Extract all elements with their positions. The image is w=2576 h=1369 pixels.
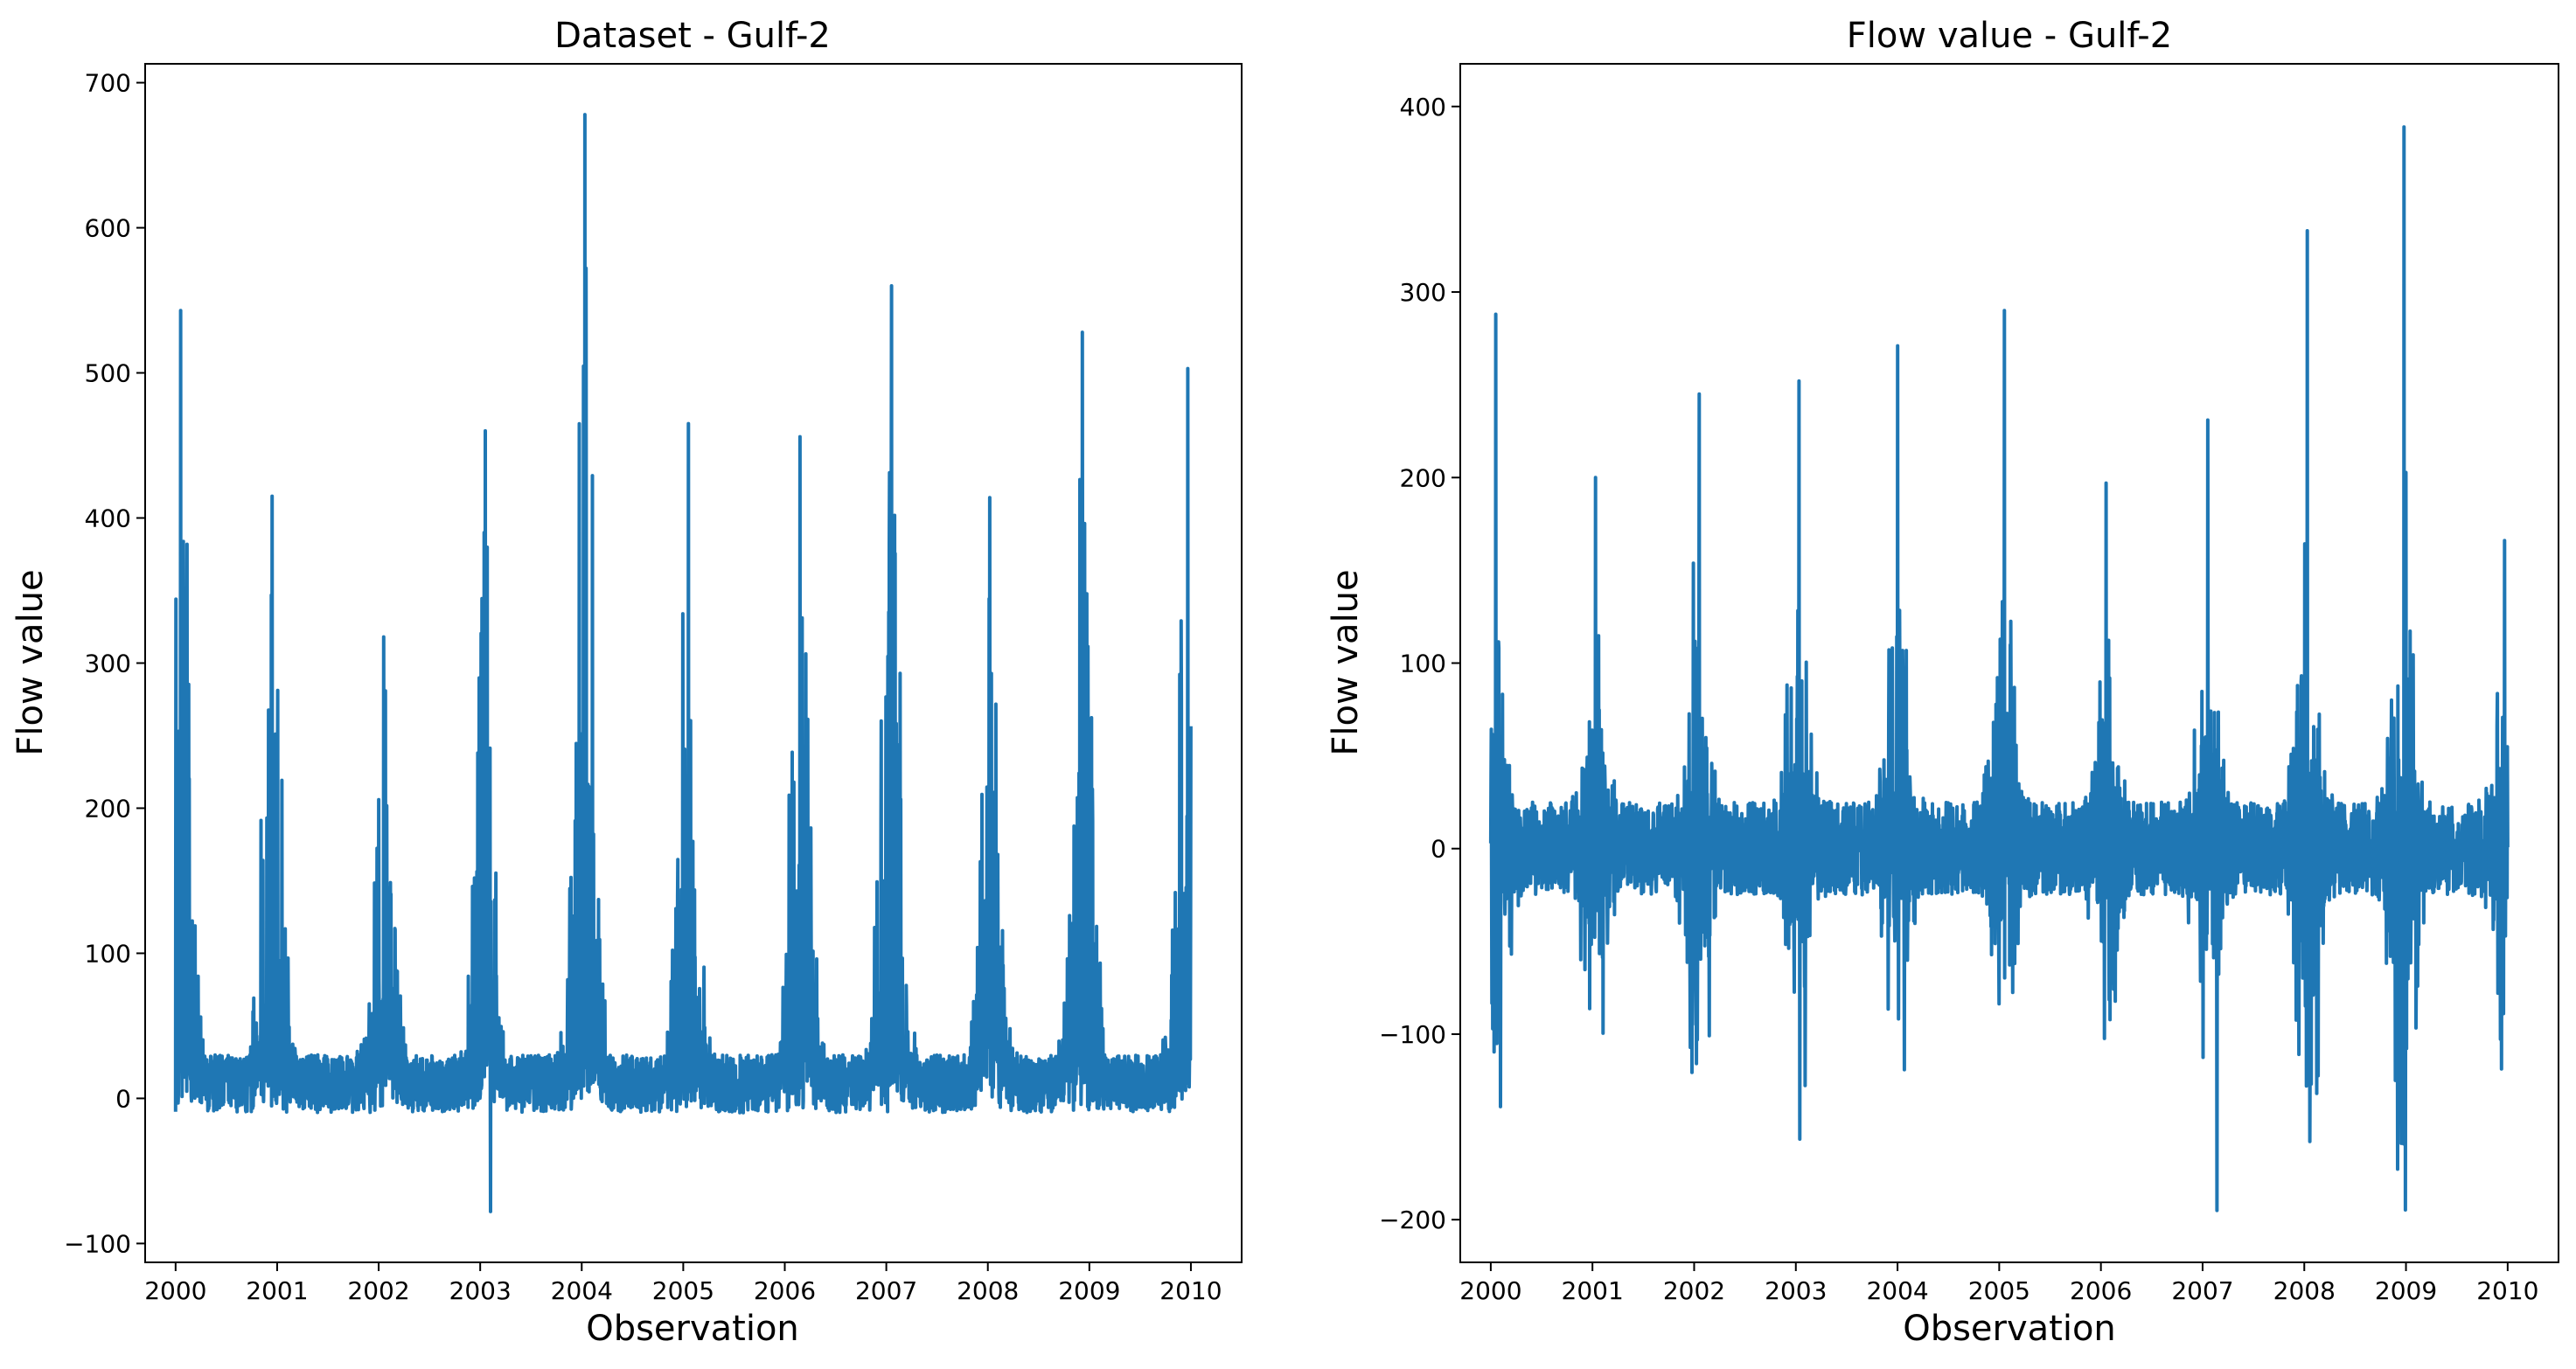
- y-tick-label: −100: [64, 1229, 131, 1258]
- x-tick-label: 2006: [2070, 1276, 2132, 1305]
- x-tick-label: 2004: [551, 1276, 613, 1305]
- x-tick-label: 2009: [1058, 1276, 1120, 1305]
- x-tick-label: 2000: [1459, 1276, 1521, 1305]
- y-tick-label: 500: [85, 359, 131, 388]
- differenced-series-line: [1488, 125, 2510, 1213]
- chart-title: Dataset - Gulf-2: [554, 16, 831, 56]
- x-axis-label: Observation: [1903, 1309, 2116, 1349]
- y-axis: −100 0 100 200 300 400 500 600 700: [64, 69, 145, 1258]
- x-tick-label: 2001: [246, 1276, 308, 1305]
- y-tick-label: 300: [1400, 278, 1446, 307]
- x-axis: 2000 2001 2002 2003 2004 2005 2006 2007 2008 2009…: [1459, 1262, 2538, 1305]
- flow-value-chart: Flow value - Gulf-2 −200 −100 0 100 200 300 40…: [1326, 16, 2559, 1349]
- x-tick-label: 2006: [754, 1276, 816, 1305]
- y-tick-label: 0: [1431, 835, 1446, 864]
- y-axis: −200 −100 0 100 200 300 400: [1379, 93, 1460, 1234]
- y-tick-label: 700: [85, 69, 131, 98]
- y-tick-label: 200: [1400, 463, 1446, 492]
- x-tick-label: 2002: [347, 1276, 409, 1305]
- x-tick-label: 2003: [1765, 1276, 1827, 1305]
- y-tick-label: 100: [1400, 650, 1446, 678]
- x-tick-label: 2005: [1968, 1276, 2030, 1305]
- y-tick-label: 0: [115, 1084, 131, 1113]
- x-tick-label: 2010: [2476, 1276, 2538, 1305]
- y-tick-label: 200: [85, 794, 131, 823]
- y-axis-label: Flow value: [10, 569, 51, 755]
- y-tick-label: 100: [85, 939, 131, 968]
- x-tick-label: 2003: [449, 1276, 512, 1305]
- x-tick-label: 2004: [1866, 1276, 1928, 1305]
- y-tick-label: 600: [85, 214, 131, 243]
- y-tick-label: 300: [85, 650, 131, 678]
- x-tick-label: 2008: [957, 1276, 1019, 1305]
- y-tick-label: −200: [1379, 1206, 1446, 1234]
- x-tick-label: 2002: [1663, 1276, 1725, 1305]
- dataset-chart: Dataset - Gulf-2 −100 0 100 200 300 400 500 600…: [10, 16, 1243, 1349]
- y-tick-label: 400: [1400, 93, 1446, 122]
- x-tick-label: 2010: [1159, 1276, 1222, 1305]
- x-axis: 2000 2001 2002 2003 2004 2005 2006 2007 2008 2009…: [144, 1262, 1222, 1305]
- x-tick-label: 2007: [855, 1276, 917, 1305]
- x-tick-label: 2009: [2375, 1276, 2437, 1305]
- y-tick-label: 400: [85, 504, 131, 533]
- x-tick-label: 2007: [2171, 1276, 2233, 1305]
- x-axis-label: Observation: [586, 1309, 799, 1349]
- x-tick-label: 2008: [2273, 1276, 2336, 1305]
- flow-series-line: [173, 113, 1193, 1213]
- x-tick-label: 2005: [652, 1276, 714, 1305]
- y-tick-label: −100: [1379, 1020, 1446, 1049]
- x-tick-label: 2001: [1562, 1276, 1624, 1305]
- x-tick-label: 2000: [144, 1276, 206, 1305]
- chart-title: Flow value - Gulf-2: [1847, 16, 2172, 56]
- y-axis-label: Flow value: [1326, 569, 1366, 755]
